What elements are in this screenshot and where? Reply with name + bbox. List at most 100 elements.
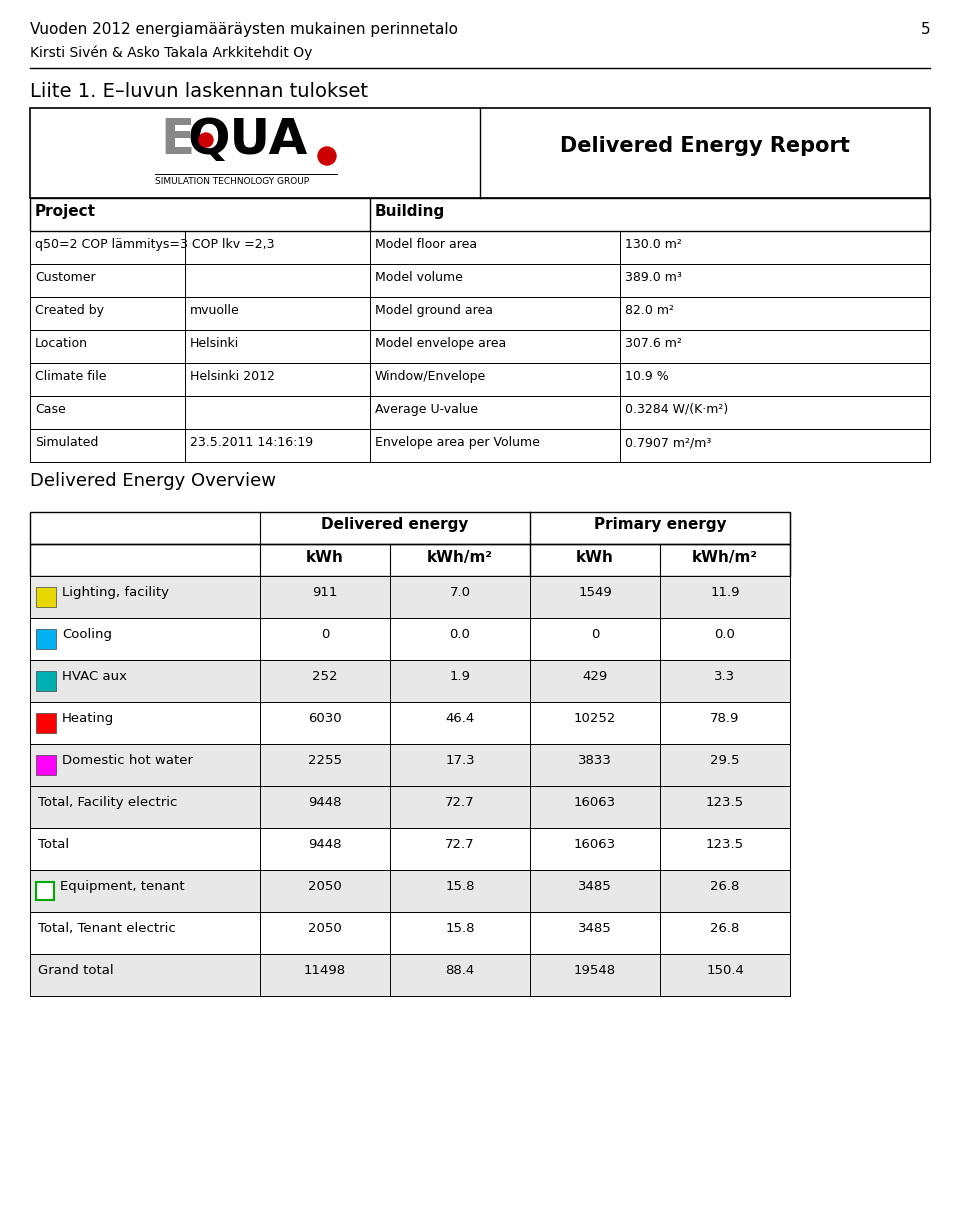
Text: kWh: kWh	[306, 550, 344, 565]
Text: SIMULATION TECHNOLOGY GROUP: SIMULATION TECHNOLOGY GROUP	[155, 177, 309, 186]
Bar	[30, 702, 790, 744]
Bar	[36, 587, 56, 608]
Text: 2050: 2050	[308, 922, 342, 936]
Text: Simulated: Simulated	[35, 436, 98, 450]
Text: 6030: 6030	[308, 712, 342, 725]
Text: 0: 0	[321, 628, 329, 642]
Text: Climate file: Climate file	[35, 371, 107, 383]
Text: Model envelope area: Model envelope area	[375, 337, 506, 350]
Text: Primary energy: Primary energy	[593, 518, 727, 532]
Text: mvuolle: mvuolle	[190, 304, 240, 317]
Text: kWh/m²: kWh/m²	[427, 550, 493, 565]
Text: 9448: 9448	[308, 796, 342, 809]
Text: 1.9: 1.9	[449, 669, 470, 683]
Bar	[30, 954, 790, 996]
Text: 46.4: 46.4	[445, 712, 474, 725]
Bar	[30, 618, 790, 660]
Text: 26.8: 26.8	[710, 922, 740, 936]
Bar	[36, 713, 56, 733]
Text: Lighting, facility: Lighting, facility	[62, 586, 169, 599]
Text: 72.7: 72.7	[445, 796, 475, 809]
Text: 15.8: 15.8	[445, 880, 475, 893]
Text: 2050: 2050	[308, 880, 342, 893]
Text: Case: Case	[35, 403, 65, 416]
Text: 16063: 16063	[574, 796, 616, 809]
Text: 2255: 2255	[308, 755, 342, 767]
Text: 29.5: 29.5	[710, 755, 740, 767]
Bar	[30, 660, 790, 702]
Text: 150.4: 150.4	[706, 963, 744, 977]
Text: 3485: 3485	[578, 880, 612, 893]
Text: 10.9 %: 10.9 %	[625, 371, 669, 383]
Text: Delivered energy: Delivered energy	[322, 518, 468, 532]
Bar	[36, 755, 56, 775]
Bar	[36, 882, 54, 900]
Text: 9448: 9448	[308, 838, 342, 850]
Text: Location: Location	[35, 337, 88, 350]
Bar	[30, 912, 790, 954]
Text: Helsinki 2012: Helsinki 2012	[190, 371, 275, 383]
Circle shape	[318, 147, 336, 165]
Bar	[30, 786, 790, 827]
Bar	[30, 544, 790, 576]
Text: 17.3: 17.3	[445, 755, 475, 767]
Text: Helsinki: Helsinki	[190, 337, 239, 350]
Text: 307.6 m²: 307.6 m²	[625, 337, 682, 350]
Text: Window/Envelope: Window/Envelope	[375, 371, 487, 383]
Text: QUA: QUA	[187, 115, 307, 164]
Text: Project: Project	[35, 204, 96, 219]
Text: Average U-value: Average U-value	[375, 403, 478, 416]
Text: 3.3: 3.3	[714, 669, 735, 683]
Bar	[30, 264, 930, 296]
Bar	[30, 744, 790, 786]
Bar	[30, 429, 930, 462]
Text: 252: 252	[312, 669, 338, 683]
Text: 72.7: 72.7	[445, 838, 475, 850]
Text: 3485: 3485	[578, 922, 612, 936]
Text: 88.4: 88.4	[445, 963, 474, 977]
Text: 130.0 m²: 130.0 m²	[625, 238, 682, 252]
Bar	[30, 108, 930, 198]
Text: Vuoden 2012 energiamääräysten mukainen perinnetalo: Vuoden 2012 energiamääräysten mukainen p…	[30, 22, 458, 36]
Text: Cooling: Cooling	[62, 628, 112, 642]
Text: 19548: 19548	[574, 963, 616, 977]
Bar	[36, 671, 56, 691]
Text: 0.0: 0.0	[449, 628, 470, 642]
Text: Equipment, tenant: Equipment, tenant	[60, 880, 184, 893]
Text: 0.3284 W/(K·m²): 0.3284 W/(K·m²)	[625, 403, 729, 416]
Text: Domestic hot water: Domestic hot water	[62, 755, 193, 767]
Text: 26.8: 26.8	[710, 880, 740, 893]
Text: 0.0: 0.0	[714, 628, 735, 642]
Bar	[30, 330, 930, 363]
Text: 10252: 10252	[574, 712, 616, 725]
Bar	[30, 396, 930, 429]
Text: Customer: Customer	[35, 271, 96, 284]
Bar	[30, 198, 930, 231]
Text: 0.7907 m²/m³: 0.7907 m²/m³	[625, 436, 711, 450]
Text: 15.8: 15.8	[445, 922, 475, 936]
Text: kWh: kWh	[576, 550, 614, 565]
Text: 123.5: 123.5	[706, 838, 744, 850]
Text: Model volume: Model volume	[375, 271, 463, 284]
Text: 11498: 11498	[304, 963, 346, 977]
Text: 23.5.2011 14:16:19: 23.5.2011 14:16:19	[190, 436, 313, 450]
Text: E: E	[160, 115, 194, 164]
Bar	[30, 296, 930, 330]
Text: 5: 5	[921, 22, 930, 36]
Bar	[36, 629, 56, 649]
Text: Building: Building	[375, 204, 445, 219]
Text: Created by: Created by	[35, 304, 104, 317]
Bar	[30, 870, 790, 912]
Text: 3833: 3833	[578, 755, 612, 767]
Bar	[30, 512, 790, 544]
Text: 16063: 16063	[574, 838, 616, 850]
Text: 0: 0	[590, 628, 599, 642]
Text: 7.0: 7.0	[449, 586, 470, 599]
Text: 1549: 1549	[578, 586, 612, 599]
Text: Model floor area: Model floor area	[375, 238, 477, 252]
Text: Delivered Energy Overview: Delivered Energy Overview	[30, 471, 276, 490]
Text: 911: 911	[312, 586, 338, 599]
Text: Total, Tenant electric: Total, Tenant electric	[38, 922, 176, 936]
Circle shape	[199, 132, 213, 147]
Text: Kirsti Sivén & Asko Takala Arkkitehdit Oy: Kirsti Sivén & Asko Takala Arkkitehdit O…	[30, 46, 312, 61]
